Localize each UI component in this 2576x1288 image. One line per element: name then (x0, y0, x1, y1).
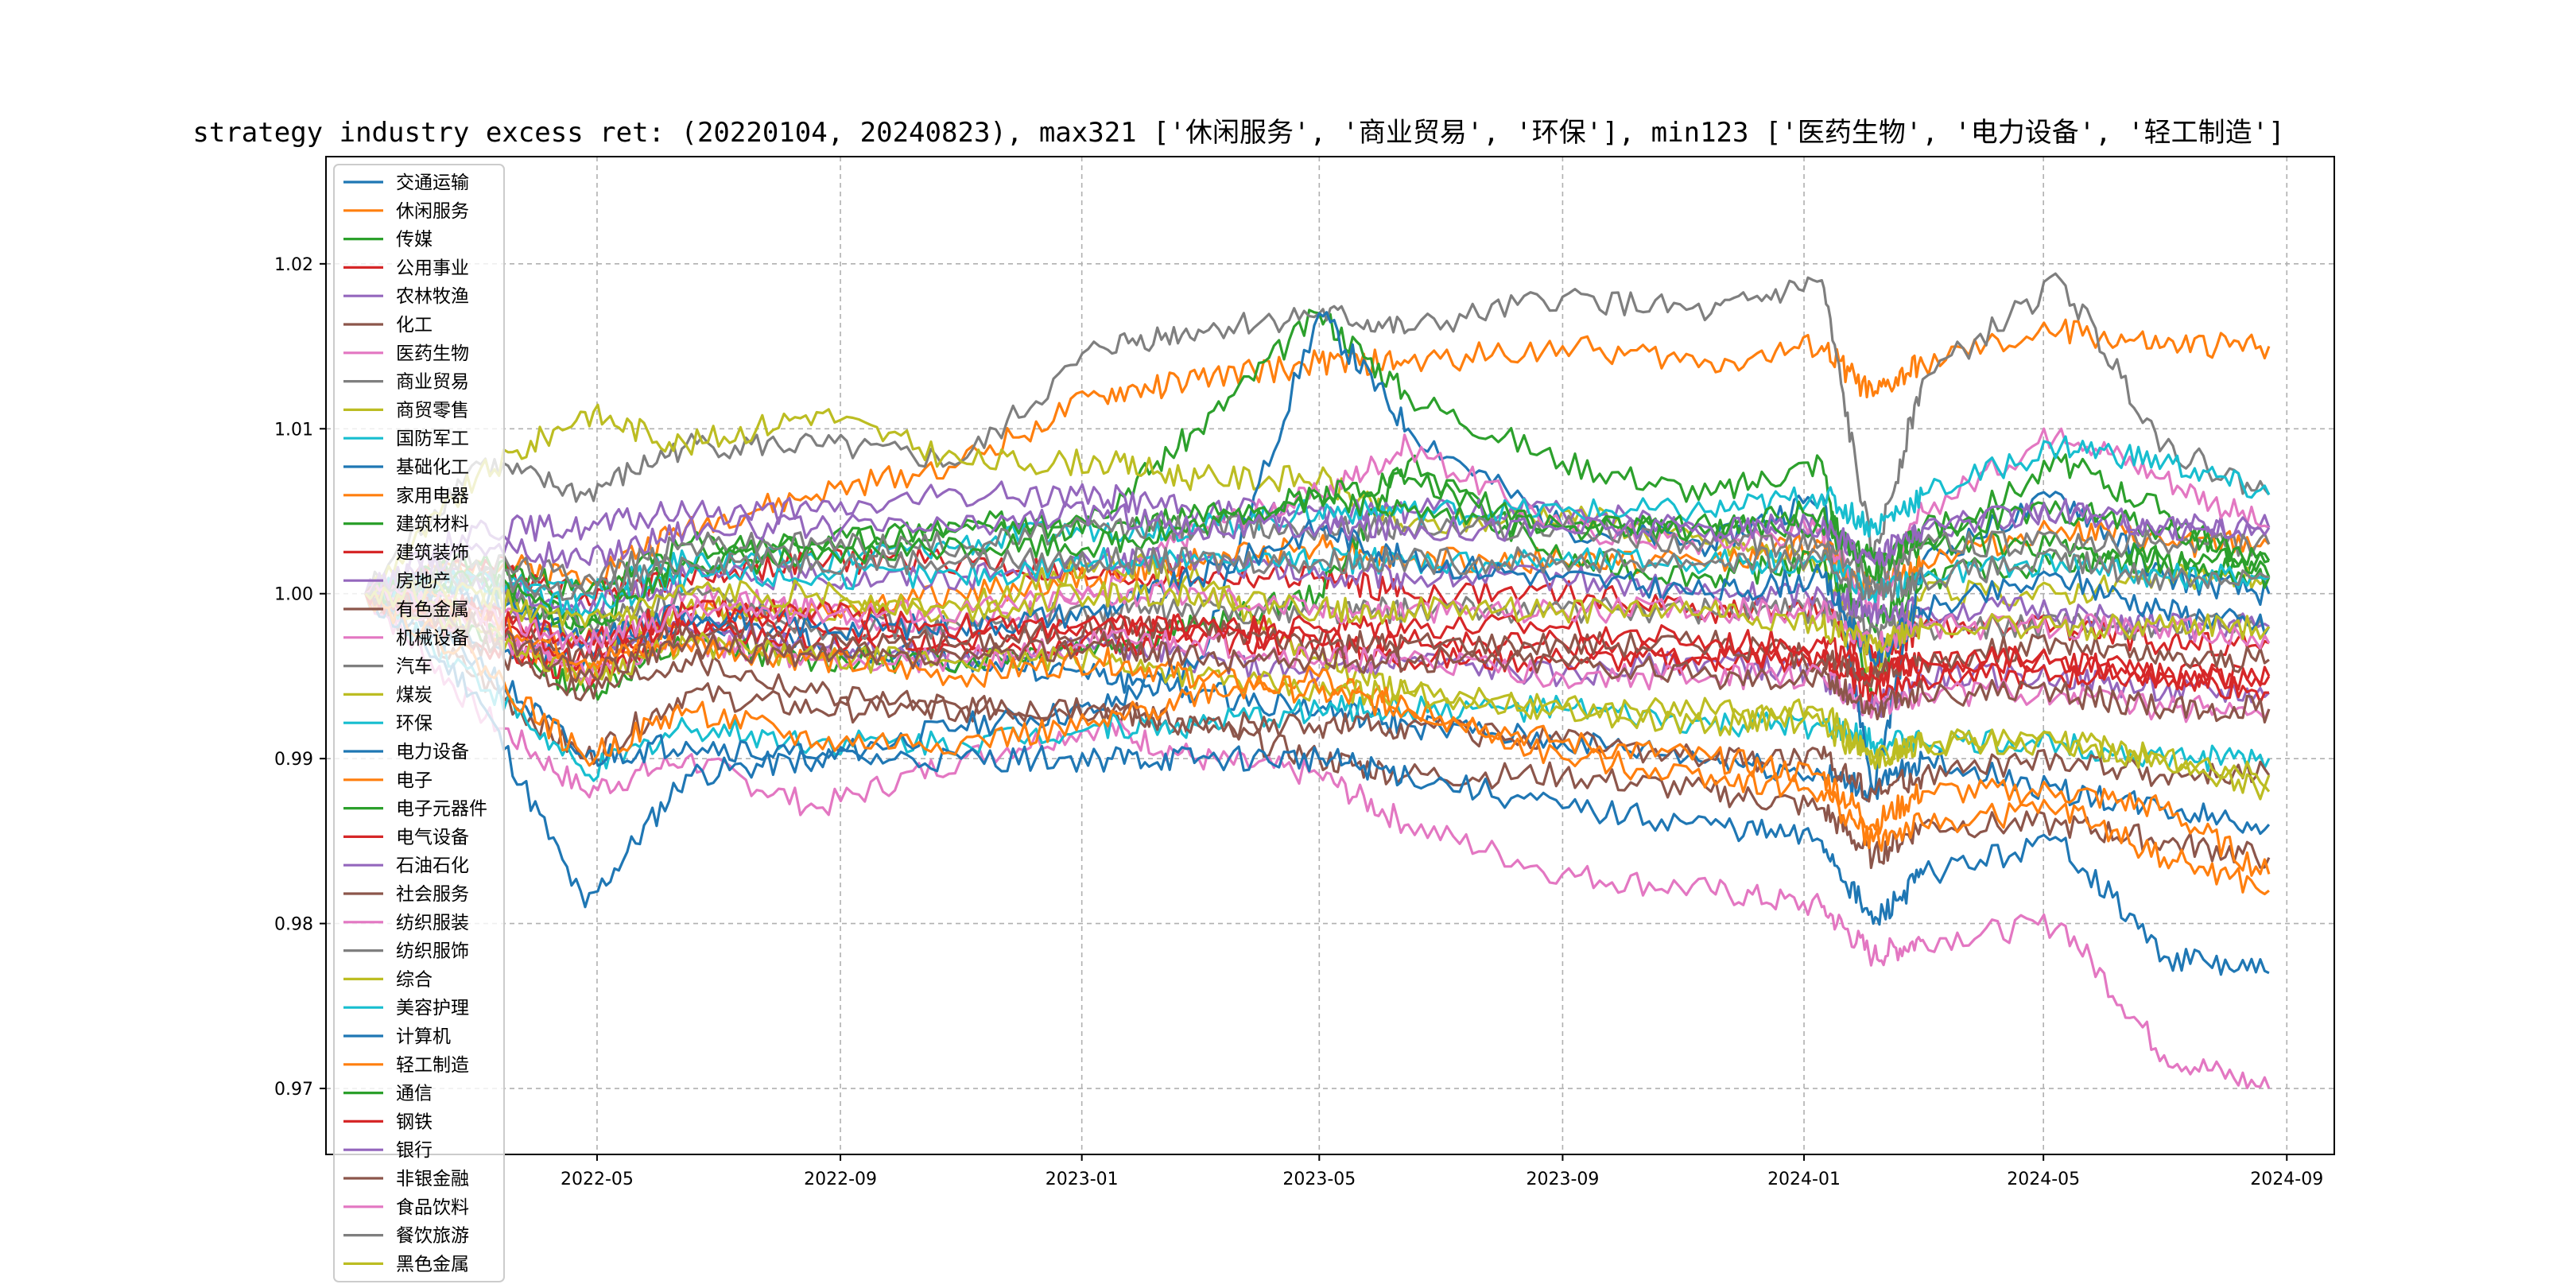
x-tick-label: 2023-05 (1282, 1170, 1356, 1189)
legend-label: 银行 (396, 1140, 433, 1161)
y-tick-label: 0.98 (274, 915, 313, 935)
legend-label: 食品饮料 (396, 1197, 469, 1218)
series-line-21 (364, 592, 2270, 976)
legend-label: 休闲服务 (396, 201, 469, 222)
x-tick-label: 2023-09 (1526, 1170, 1599, 1189)
series-line-31 (364, 518, 2271, 667)
series-line-13 (365, 454, 2270, 701)
legend-label: 医药生物 (396, 343, 469, 364)
legend-label: 通信 (396, 1084, 433, 1104)
plot-area-frame (325, 156, 2335, 1155)
x-tick-label: 2024-01 (1767, 1170, 1841, 1189)
legend-label: 建筑材料 (396, 514, 469, 535)
series-lines (364, 272, 2271, 1090)
legend-label: 交通运输 (396, 173, 469, 193)
series-line-36 (364, 585, 2271, 724)
x-tick-label: 2023-01 (1046, 1170, 1119, 1189)
legend-label: 商贸零售 (396, 400, 469, 421)
legend-label: 电力设备 (396, 742, 469, 762)
series-line-8 (364, 272, 2271, 596)
chart-title: strategy industry excess ret: (20220104,… (192, 117, 2284, 149)
series-line-16 (364, 588, 2271, 803)
x-tick-label: 2024-09 (2250, 1170, 2323, 1189)
legend-label: 建筑装饰 (396, 542, 469, 563)
series-line-39 (364, 579, 2271, 655)
x-tick-label: 2022-05 (561, 1170, 634, 1189)
legend-label: 公用事业 (396, 258, 469, 278)
legend: 交通运输休闲服务传媒公用事业农林牧渔化工医药生物商业贸易商贸零售国防军工基础化工… (333, 164, 505, 1282)
legend-label: 美容护理 (396, 998, 469, 1018)
series-line-34 (364, 582, 2269, 704)
legend-label: 钢铁 (396, 1111, 433, 1132)
y-tick-label: 1.00 (274, 585, 313, 605)
y-tick-label: 1.02 (274, 255, 313, 275)
legend-label: 社会服务 (396, 884, 469, 905)
legend-label: 电气设备 (396, 827, 469, 848)
legend-label: 餐饮旅游 (396, 1226, 469, 1247)
legend-label: 机械设备 (396, 628, 469, 649)
legend-label: 汽车 (396, 657, 433, 677)
x-axis: 2022-05 2022-09 2023-01 2023-05 2023-09 2024-… (561, 1154, 2323, 1189)
legend-label: 房地产 (396, 571, 451, 592)
legend-label: 环保 (396, 713, 433, 734)
series-line-26 (365, 588, 2270, 689)
series-line-38 (365, 545, 2270, 602)
legend-label: 黑色金属 (396, 1254, 469, 1274)
legend-box (333, 164, 505, 1282)
y-axis: 0.97 0.98 0.99 1.00 1.01 1.02 (274, 255, 326, 1100)
legend-label: 纺织服饰 (396, 941, 469, 962)
legend-label: 商业贸易 (396, 372, 469, 393)
series-line-35 (364, 498, 2271, 596)
legend-label: 农林牧渔 (396, 286, 469, 307)
x-tick-label: 2022-09 (804, 1170, 877, 1189)
legend-label: 轻工制造 (396, 1055, 469, 1076)
legend-label: 国防军工 (396, 429, 469, 449)
legend-label: 传媒 (396, 230, 433, 250)
legend-label: 基础化工 (396, 457, 469, 478)
series-line-19 (365, 553, 2271, 789)
legend-label: 家用电器 (396, 486, 469, 506)
legend-label: 纺织服装 (396, 913, 469, 933)
legend-label: 电子 (396, 770, 433, 791)
y-tick-label: 1.01 (274, 420, 313, 440)
series-line-30 (364, 546, 2270, 619)
series-line-6 (365, 589, 2271, 870)
legend-label: 石油石化 (396, 855, 469, 876)
legend-label: 煤炭 (396, 685, 433, 705)
y-tick-label: 0.97 (274, 1080, 313, 1100)
series-line-32 (365, 586, 2271, 877)
series-line-7 (364, 592, 2271, 1090)
legend-label: 电子元器件 (396, 799, 487, 820)
x-tick-label: 2024-05 (2007, 1170, 2080, 1189)
legend-label: 化工 (396, 315, 433, 336)
legend-label: 计算机 (396, 1026, 451, 1047)
legend-label: 非银金融 (396, 1169, 469, 1189)
y-tick-label: 0.99 (274, 750, 313, 770)
legend-label: 有色金属 (396, 599, 469, 620)
series-line-17 (364, 427, 2270, 683)
legend-label: 综合 (396, 969, 433, 990)
